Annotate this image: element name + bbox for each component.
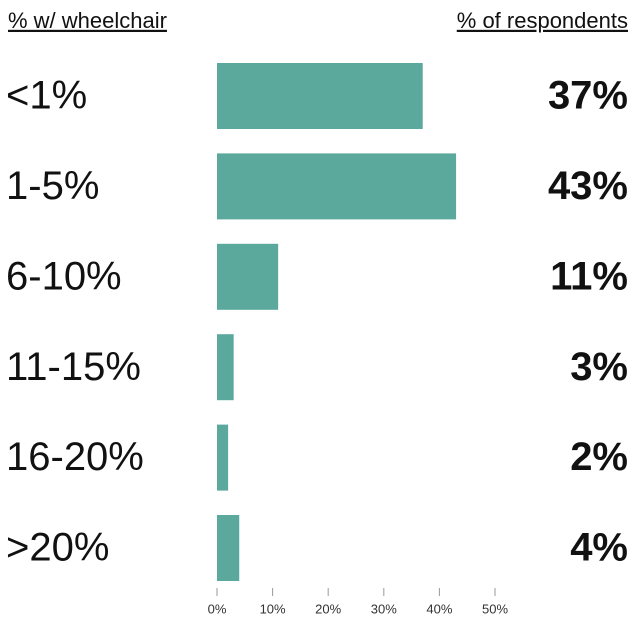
- category-label: 6-10%: [6, 254, 122, 298]
- value-label: 2%: [570, 435, 628, 479]
- value-label: 43%: [548, 164, 628, 208]
- bar: [217, 515, 240, 581]
- category-label: <1%: [6, 74, 87, 118]
- category-header: % w/ wheelchair: [8, 8, 167, 33]
- bar: [217, 153, 457, 220]
- value-label: 4%: [570, 526, 628, 570]
- x-tick-label: 30%: [371, 601, 397, 616]
- category-label: >20%: [6, 526, 109, 570]
- bar: [217, 334, 234, 401]
- bar: [217, 243, 279, 310]
- x-tick-label: 20%: [315, 601, 341, 616]
- category-label: 16-20%: [6, 435, 144, 479]
- category-label: 11-15%: [6, 345, 141, 389]
- x-tick-label: 10%: [260, 601, 286, 616]
- value-label: 11%: [550, 254, 628, 298]
- bar: [217, 424, 229, 491]
- category-label: 1-5%: [6, 164, 99, 208]
- x-tick-label: 50%: [482, 601, 508, 616]
- value-header: % of respondents: [457, 8, 628, 33]
- x-tick-label: 0%: [208, 601, 227, 616]
- value-label: 3%: [570, 345, 628, 389]
- bar: [217, 63, 423, 129]
- value-label: 37%: [548, 74, 628, 118]
- x-tick-label: 40%: [426, 601, 452, 616]
